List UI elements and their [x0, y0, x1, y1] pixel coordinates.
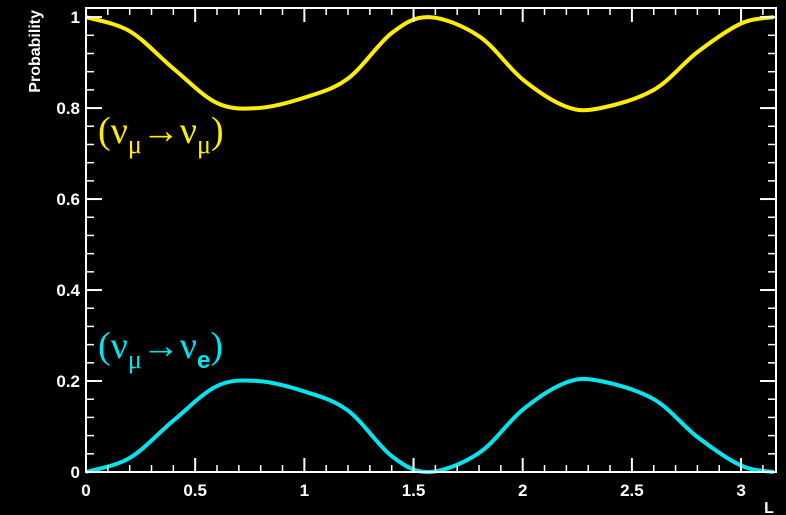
y-tick-label: 0.6 [56, 190, 80, 209]
annotation-e-subscript: e [197, 347, 210, 374]
ticks-layer: 0 0.5 1 1.5 2 2.5 3 0 0.2 0.4 0.6 0.8 1 [56, 8, 776, 500]
y-axis-title: Probability [27, 10, 44, 93]
y-tick-label: 0 [71, 463, 80, 482]
x-tick-label: 0 [81, 481, 90, 500]
annotation-close-paren: ) [211, 110, 224, 152]
annotation-mu-subscript: μ [197, 130, 211, 159]
annotation-close-paren: ) [210, 325, 223, 367]
annotation-mu-subscript: μ [128, 345, 142, 374]
y-tick-label: 1 [71, 8, 80, 27]
annotation-numu-to-nue-text: (νμ→νe) [98, 325, 223, 374]
annotation-arrow: → [142, 325, 180, 367]
x-tick-label: 2 [518, 481, 527, 500]
annotation-mu-subscript: μ [128, 130, 142, 159]
annotation-nu-symbol: ν [111, 110, 128, 152]
y-tick-label: 0.2 [56, 372, 80, 391]
annotation-numu-to-numu: (νμ→νμ) [98, 110, 224, 159]
annotation-nu-symbol: ν [111, 325, 128, 367]
x-tick-label: 2.5 [620, 481, 644, 500]
x-tick-label: 3 [736, 481, 745, 500]
y-tick-label: 0.4 [56, 281, 80, 300]
annotation-open-paren: ( [98, 325, 111, 367]
annotation-open-paren: ( [98, 110, 111, 152]
x-tick-label: 1 [300, 481, 309, 500]
annotation-nu-symbol: ν [180, 325, 197, 367]
annotation-arrow: → [142, 110, 180, 152]
x-axis-title: L [764, 500, 774, 515]
x-tick-label: 1.5 [402, 481, 426, 500]
plot-frame [85, 7, 777, 473]
annotation-numu-to-numu-text: (νμ→νμ) [98, 110, 224, 159]
annotation-nu-symbol: ν [180, 110, 197, 152]
numu-survival-curve [85, 15, 775, 113]
x-tick-label: 0.5 [183, 481, 207, 500]
y-tick-label: 0.8 [56, 99, 80, 118]
annotation-numu-to-nue: (νμ→νe) [98, 325, 223, 374]
